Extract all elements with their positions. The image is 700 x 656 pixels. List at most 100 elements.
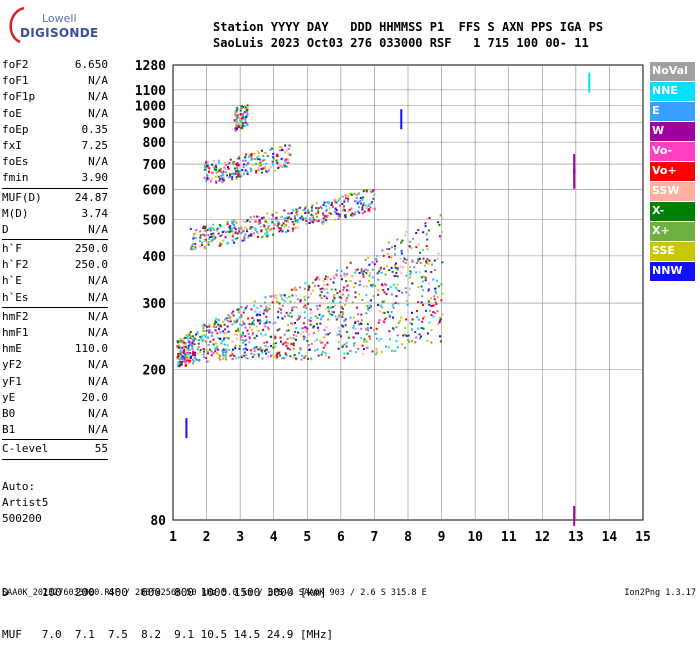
echo-point	[246, 173, 249, 176]
echo-point	[390, 293, 393, 296]
echo-point	[225, 351, 228, 354]
echo-point	[440, 230, 443, 233]
echo-point	[323, 283, 326, 286]
echo-point	[243, 124, 246, 127]
echo-point	[290, 212, 293, 215]
echo-point	[215, 167, 218, 170]
echo-point	[219, 358, 222, 361]
echo-point	[336, 333, 339, 336]
echo-point	[344, 318, 347, 321]
param-value: N/A	[88, 374, 108, 388]
echo-point	[288, 216, 291, 219]
echo-point	[396, 268, 399, 271]
echo-point	[238, 330, 241, 333]
echo-point	[368, 279, 371, 282]
echo-point	[298, 286, 301, 289]
echo-point	[285, 329, 288, 332]
echo-point	[274, 342, 277, 345]
echo-point	[265, 321, 268, 324]
echo-point	[192, 339, 195, 342]
echo-point	[339, 274, 342, 277]
echo-point	[250, 153, 253, 156]
echo-point	[437, 285, 440, 288]
echo-point	[394, 266, 397, 269]
autoscaling-info: Auto: Artist5 500200	[2, 479, 48, 527]
echo-point	[203, 176, 206, 179]
echo-point	[208, 325, 211, 328]
echo-point	[306, 327, 309, 330]
echo-point	[420, 285, 423, 288]
echo-point	[275, 154, 278, 157]
echo-point	[227, 314, 230, 317]
echo-point	[338, 296, 341, 299]
echo-point	[322, 217, 325, 220]
y-tick-label: 1100	[135, 84, 166, 99]
echo-point	[277, 316, 280, 319]
echo-point	[292, 342, 295, 345]
echo-point	[383, 311, 386, 314]
echo-point	[277, 166, 280, 169]
echo-point	[221, 349, 224, 352]
echo-point	[257, 319, 260, 322]
echo-point	[391, 316, 394, 319]
echo-point	[378, 270, 381, 273]
echo-point	[239, 173, 242, 176]
echo-point	[292, 223, 295, 226]
echo-point	[232, 162, 235, 165]
echo-point	[361, 208, 364, 211]
echo-point	[240, 232, 243, 235]
echo-point	[326, 201, 329, 204]
echo-point	[415, 246, 418, 249]
echo-point	[371, 285, 374, 288]
echo-point	[257, 329, 260, 332]
echo-point	[369, 299, 372, 302]
echo-point	[247, 317, 250, 320]
echo-point	[208, 237, 211, 240]
echo-point	[409, 273, 412, 276]
echo-point	[242, 166, 245, 169]
echo-point	[428, 216, 431, 219]
echo-point	[187, 360, 190, 363]
echo-point	[292, 337, 295, 340]
echo-point	[405, 274, 408, 277]
echo-point	[238, 232, 241, 235]
echo-point	[303, 316, 306, 319]
echo-point	[417, 229, 420, 232]
echo-point	[305, 205, 308, 208]
param-value: N/A	[88, 358, 108, 372]
echo-point	[220, 174, 223, 177]
echo-point	[188, 341, 191, 344]
echo-point	[225, 356, 228, 359]
echo-point	[246, 219, 249, 222]
echo-point	[179, 362, 182, 365]
echo-point	[248, 336, 251, 339]
echo-point	[263, 301, 266, 304]
echo-point	[439, 319, 442, 322]
echo-point	[296, 221, 299, 224]
echo-point	[414, 331, 417, 334]
echo-point	[283, 357, 286, 360]
echo-point	[231, 173, 234, 176]
echo-point	[428, 259, 431, 262]
echo-point	[296, 298, 299, 301]
echo-point	[290, 343, 293, 346]
echo-point	[260, 168, 263, 171]
echo-point	[366, 327, 369, 330]
echo-point	[294, 321, 297, 324]
echo-point	[279, 336, 282, 339]
echo-point	[305, 330, 308, 333]
echo-point	[200, 337, 203, 340]
echo-point	[265, 162, 268, 165]
echo-point	[297, 207, 300, 210]
echo-point	[255, 156, 258, 159]
echo-point	[347, 195, 350, 198]
echo-point	[362, 275, 365, 278]
echo-point	[310, 208, 313, 211]
echo-point	[320, 316, 323, 319]
echo-point	[323, 336, 326, 339]
echo-point	[334, 207, 337, 210]
echo-point	[289, 355, 292, 358]
echo-point	[240, 226, 243, 229]
echo-point	[259, 348, 262, 351]
param-value: 0.35	[81, 122, 109, 136]
